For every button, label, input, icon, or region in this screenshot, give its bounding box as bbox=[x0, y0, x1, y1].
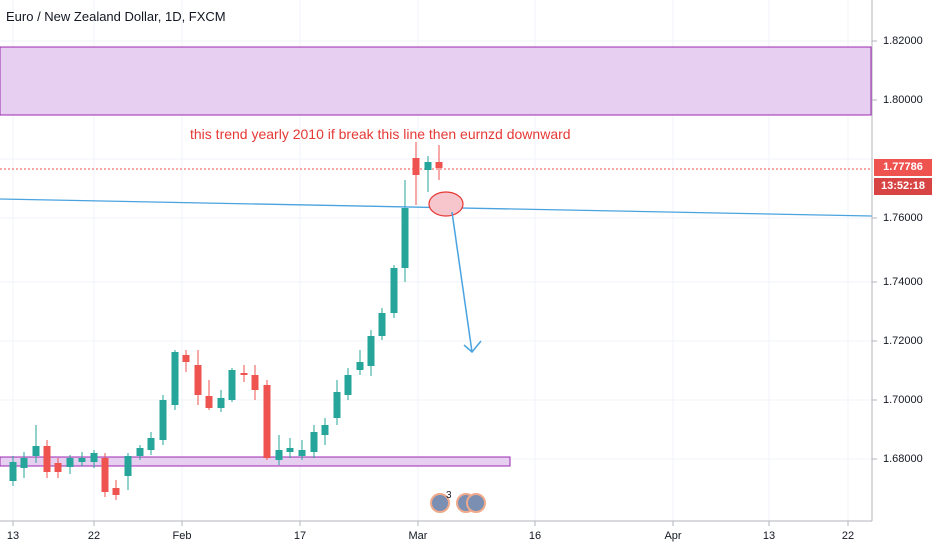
bar-countdown-tag: 13:52:18 bbox=[874, 178, 932, 195]
bullish-candle bbox=[20, 452, 28, 478]
bullish-candle bbox=[78, 452, 86, 466]
bearish-candle bbox=[112, 480, 120, 500]
time-label: 16 bbox=[528, 530, 542, 542]
time-label: Mar bbox=[408, 530, 428, 542]
breakout-circle[interactable] bbox=[428, 191, 464, 217]
time-label: 17 bbox=[293, 530, 307, 542]
bullish-candle bbox=[147, 432, 155, 455]
bearish-candle bbox=[182, 350, 190, 372]
bearish-candle bbox=[435, 145, 443, 180]
bullish-candle bbox=[333, 380, 341, 425]
bullish-candle bbox=[286, 438, 294, 458]
bullish-candle bbox=[136, 445, 144, 460]
price-label: 1.74000 bbox=[883, 276, 923, 288]
bearish-candle bbox=[194, 350, 202, 405]
time-label: 22 bbox=[87, 530, 101, 542]
bullish-candle bbox=[344, 368, 352, 400]
forecast-arrowhead bbox=[463, 340, 482, 354]
bearish-candle bbox=[240, 365, 248, 382]
bullish-candle bbox=[424, 156, 432, 192]
time-label: Feb bbox=[172, 530, 192, 542]
bullish-candle bbox=[298, 440, 306, 460]
demand-zone[interactable] bbox=[0, 456, 511, 467]
axis-ticks bbox=[12, 40, 877, 526]
bullish-candle bbox=[66, 455, 74, 474]
bullish-candle bbox=[171, 350, 179, 410]
bullish-candle bbox=[159, 395, 167, 445]
bullish-candle bbox=[401, 180, 409, 282]
bullish-candle bbox=[90, 450, 98, 468]
bearish-candle bbox=[412, 142, 420, 205]
time-label: 22 bbox=[841, 530, 855, 542]
time-label: Apr bbox=[664, 530, 682, 542]
bullish-candle bbox=[390, 265, 398, 318]
bullish-candle bbox=[356, 350, 364, 375]
time-label: 13 bbox=[762, 530, 776, 542]
bearish-candle bbox=[263, 380, 271, 460]
bearish-candle bbox=[205, 380, 213, 410]
event-icon[interactable] bbox=[466, 493, 486, 513]
bearish-candle bbox=[43, 440, 51, 478]
price-label: 1.72000 bbox=[883, 335, 923, 347]
bullish-candle bbox=[275, 435, 283, 465]
price-label: 1.76000 bbox=[883, 212, 923, 224]
price-label: 1.82000 bbox=[883, 35, 923, 47]
event-count: 3 bbox=[446, 490, 452, 501]
bullish-candle bbox=[9, 456, 17, 486]
forecast-arrow[interactable] bbox=[451, 211, 473, 353]
time-label: 13 bbox=[6, 530, 20, 542]
bearish-candle bbox=[54, 458, 62, 478]
bullish-candle bbox=[217, 390, 225, 412]
bearish-candle bbox=[101, 453, 109, 497]
last-price-tag: 1.77786 bbox=[874, 159, 932, 176]
symbol-title[interactable]: Euro / New Zealand Dollar, 1D, FXCM bbox=[6, 9, 226, 24]
bullish-candle bbox=[367, 330, 375, 376]
economic-events[interactable]: 3 bbox=[428, 490, 488, 515]
chart-annotation[interactable]: this trend yearly 2010 if break this lin… bbox=[190, 126, 571, 142]
supply-zone[interactable] bbox=[0, 46, 872, 116]
bullish-candle bbox=[124, 453, 132, 490]
price-label: 1.70000 bbox=[883, 394, 923, 406]
bearish-candle bbox=[251, 365, 259, 400]
candlestick-series bbox=[9, 142, 443, 500]
bullish-candle bbox=[321, 418, 329, 445]
bullish-candle bbox=[310, 425, 318, 458]
bullish-candle bbox=[32, 425, 40, 463]
event-icon[interactable] bbox=[430, 493, 450, 513]
price-label: 1.68000 bbox=[883, 453, 923, 465]
bullish-candle bbox=[228, 368, 236, 402]
price-label: 1.80000 bbox=[883, 94, 923, 106]
bullish-candle bbox=[378, 308, 386, 340]
